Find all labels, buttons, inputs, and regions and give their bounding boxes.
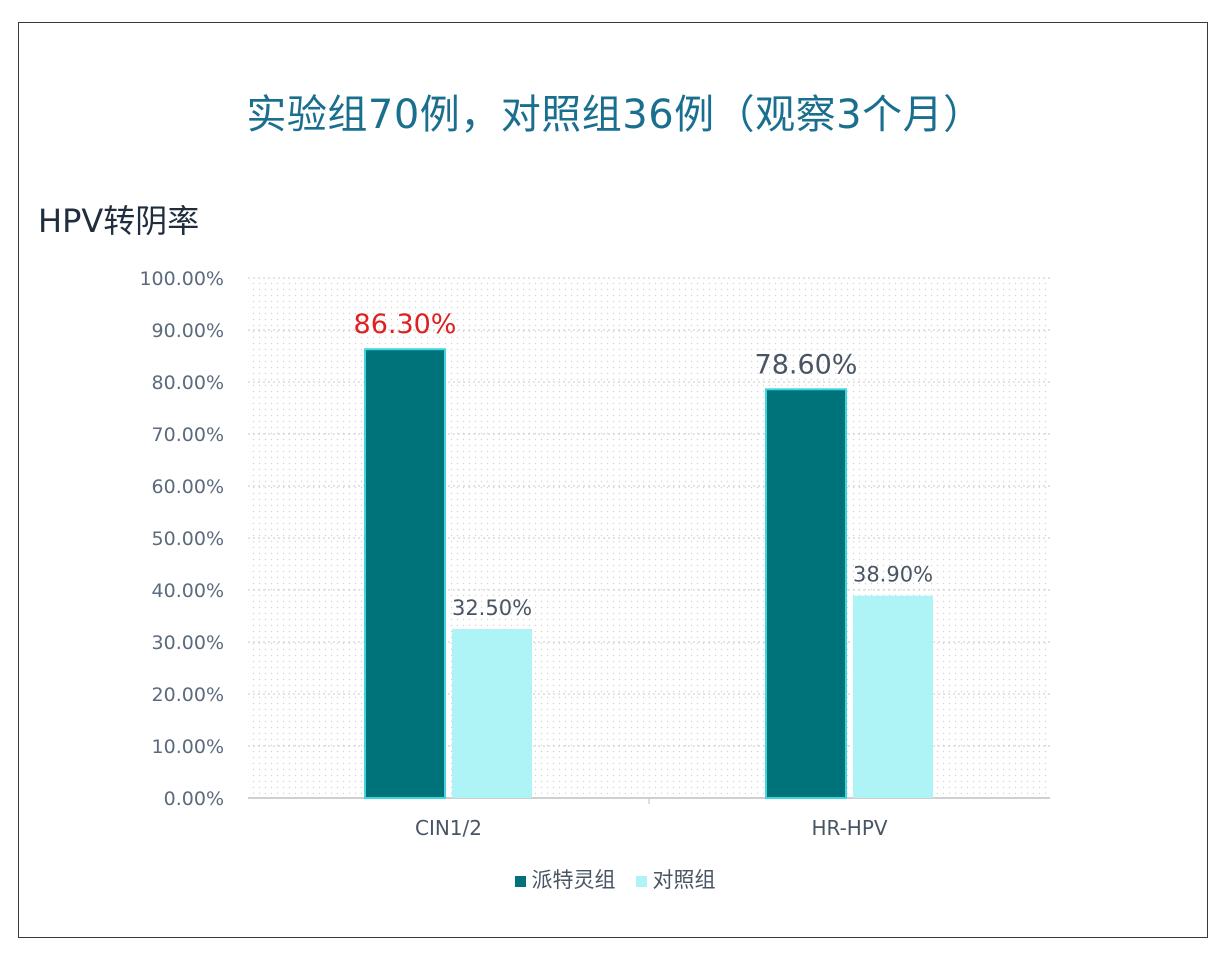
legend: 派特灵组 对照组 [0, 864, 1230, 894]
data-label: 86.30% [354, 309, 457, 340]
bar-control [452, 629, 532, 798]
y-tick-label: 20.00% [152, 684, 224, 706]
legend-swatch [635, 875, 647, 887]
y-tick-label: 100.00% [139, 268, 224, 290]
bar-treatment [765, 388, 847, 799]
y-tick-label: 10.00% [152, 736, 224, 758]
y-tick-label: 80.00% [152, 372, 224, 394]
y-tick-label: 60.00% [152, 476, 224, 498]
bar-treatment [364, 348, 446, 799]
legend-label: 对照组 [652, 868, 716, 892]
y-tick-label: 50.00% [152, 528, 224, 550]
bar-control [853, 595, 933, 798]
y-axis-label: HPV转阴率 [38, 202, 200, 240]
y-tick-label: 40.00% [152, 580, 224, 602]
y-tick-label: 30.00% [152, 632, 224, 654]
legend-label: 派特灵组 [531, 868, 616, 892]
x-category-label: HR-HPV [811, 816, 887, 840]
data-label: 38.90% [853, 563, 933, 587]
data-label: 32.50% [452, 596, 532, 620]
legend-swatch [514, 875, 526, 887]
data-label: 78.60% [755, 349, 858, 380]
legend-item: 对照组 [635, 864, 716, 894]
y-tick-label: 70.00% [152, 424, 224, 446]
y-tick-label: 0.00% [164, 788, 224, 810]
y-tick-label: 90.00% [152, 320, 224, 342]
legend-item: 派特灵组 [514, 864, 616, 894]
x-category-label: CIN1/2 [415, 816, 482, 840]
chart-title: 实验组70例，对照组36例（观察3个月） [246, 92, 984, 138]
